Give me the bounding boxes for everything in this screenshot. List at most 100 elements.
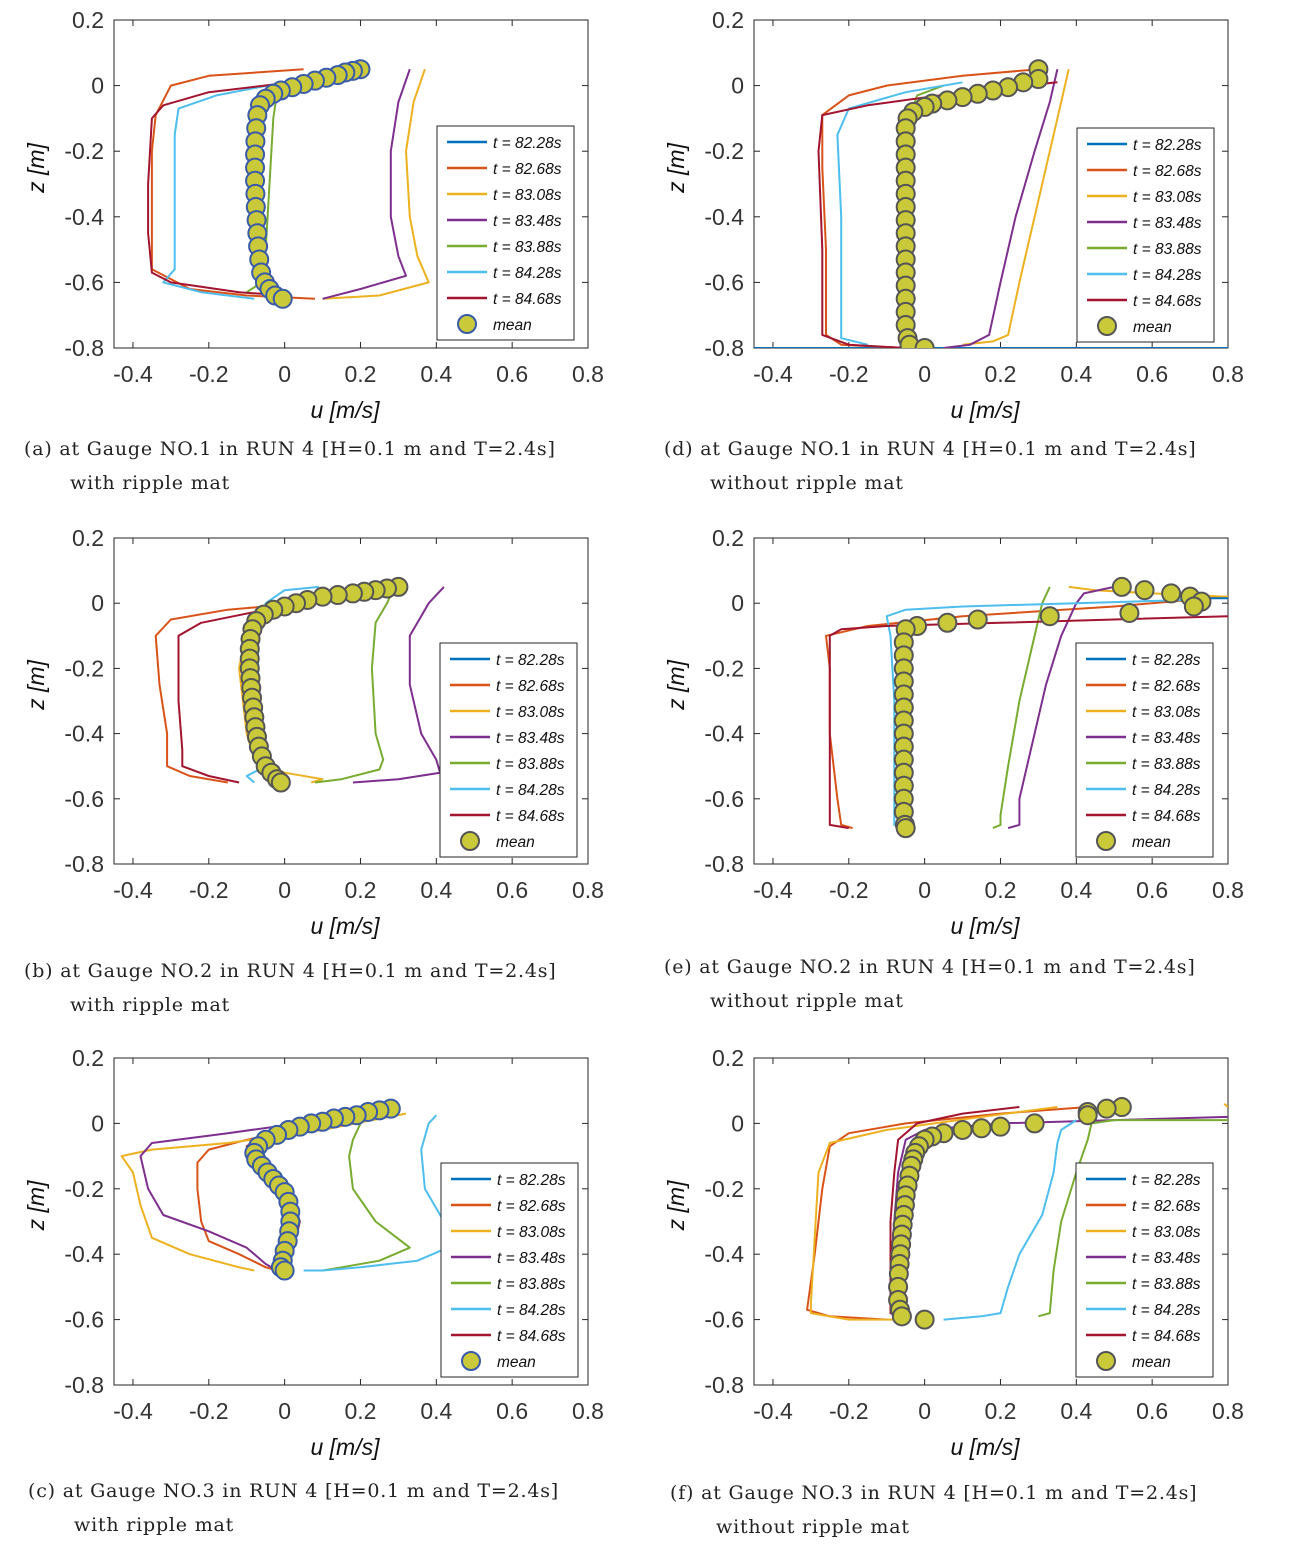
legend-label-b-5: t = 84.28s [496, 782, 565, 799]
legend-label-c-4: t = 83.88s [497, 1276, 566, 1293]
series-line-d-t-84-28s-5 [836, 81, 963, 346]
y-tick-label-d-3: -0.4 [704, 204, 744, 230]
mean-point-f-30 [914, 1309, 935, 1330]
x-tick-label-a-1: -0.2 [189, 361, 229, 387]
panel-d: -0.4 -0.2 0 0.2 0.4 0.6 0.8 0.2 0 -0.2 -0.4 -0.6 -0.… [663, 7, 1244, 423]
x-tick-label-f-5: 0.6 [1136, 1398, 1168, 1424]
y-axis-label-b: z [m] [23, 659, 49, 710]
x-tick-label-d-1: -0.2 [829, 361, 869, 387]
legend-label-e-5: t = 84.28s [1132, 782, 1201, 799]
y-tick-label-d-2: -0.2 [704, 138, 744, 164]
legend-e: t = 82.28s t = 82.68s t = 83.08s t = 83.48s… [1075, 642, 1214, 858]
x-tick-label-f-2: 0 [918, 1398, 931, 1424]
legend-label-f-6: t = 84.68s [1132, 1328, 1201, 1345]
mean-point-e-5 [1183, 596, 1204, 617]
legend-label-c-2: t = 83.08s [497, 1224, 566, 1241]
y-tick-label-c-1: 0 [91, 1110, 104, 1136]
legend-label-f-0: t = 82.28s [1132, 1172, 1201, 1189]
caption-f-line1: (f) at Gauge NO.3 in RUN 4 [H=0.1 m and … [670, 1482, 1198, 1504]
series-line-a-t-82-68s-0 [150, 68, 316, 300]
legend-marker-c-mean [461, 1351, 481, 1371]
mean-point-e-2 [1161, 583, 1182, 604]
mean-point-f-6 [971, 1118, 992, 1139]
legend-label-d-3: t = 83.48s [1133, 215, 1202, 232]
x-tick-label-e-4: 0.4 [1060, 877, 1092, 903]
y-tick-label-c-2: -0.2 [64, 1176, 104, 1202]
y-tick-label-a-2: -0.2 [64, 138, 104, 164]
mean-point-e-27 [895, 818, 916, 839]
legend-label-e-4: t = 83.88s [1132, 756, 1201, 773]
x-tick-label-f-0: -0.4 [753, 1398, 793, 1424]
x-axis-label-d: u [m/s] [950, 397, 1020, 423]
legend-box-a [436, 125, 575, 341]
y-tick-label-c-0: 0.2 [72, 1045, 104, 1071]
y-tick-label-e-3: -0.4 [704, 721, 744, 747]
series-line-e-t-83-48s-2 [1007, 585, 1115, 830]
x-tick-label-a-0: -0.4 [113, 361, 153, 387]
series-line-e-t-83-88s-3 [992, 586, 1051, 830]
legend-label-b-7: mean [496, 834, 535, 851]
y-tick-label-d-0: 0.2 [712, 7, 744, 33]
legend-marker-d-mean [1097, 316, 1117, 336]
legend-marker-e-mean [1096, 831, 1116, 851]
mean-point-e-8 [967, 609, 988, 630]
series-line-f-t-83-08s-1 [809, 1106, 1058, 1321]
series-line-b-t-83-48s-2 [352, 586, 445, 784]
series-line-f-t-84-28s-4 [943, 1119, 1077, 1321]
caption-c: (c) at Gauge NO.3 in RUN 4 [H=0.1 m and … [28, 1474, 559, 1542]
y-tick-label-a-4: -0.6 [64, 269, 104, 295]
legend-marker-f-mean [1096, 1351, 1116, 1371]
x-tick-label-d-3: 0.2 [984, 361, 1016, 387]
series-line-a-t-84-68s-5 [147, 81, 293, 297]
caption-b-line1: (b) at Gauge NO.2 in RUN 4 [H=0.1 m and … [24, 960, 557, 982]
legend-b: t = 82.28s t = 82.68s t = 83.08s t = 83.48s… [439, 642, 578, 858]
series-line-b-t-82-68s-0 [154, 602, 304, 784]
legend-label-b-0: t = 82.28s [496, 652, 565, 669]
x-tick-label-f-6: 0.8 [1212, 1398, 1244, 1424]
legend-marker-a-mean [457, 314, 477, 334]
plot-area-b [154, 576, 445, 793]
y-tick-label-a-0: 0.2 [72, 7, 104, 33]
x-tick-label-a-5: 0.6 [496, 361, 528, 387]
legend-label-c-0: t = 82.28s [497, 1172, 566, 1189]
x-tick-label-f-4: 0.4 [1060, 1398, 1092, 1424]
x-tick-label-c-3: 0.2 [344, 1398, 376, 1424]
panel-e: -0.4 -0.2 0 0.2 0.4 0.6 0.8 0.2 0 -0.2 -0.4 -0.6 -0.… [663, 525, 1244, 939]
legend-label-a-1: t = 82.68s [493, 161, 562, 178]
x-tick-label-d-4: 0.4 [1060, 361, 1092, 387]
x-tick-label-e-0: -0.4 [753, 877, 793, 903]
y-tick-label-a-5: -0.8 [64, 335, 104, 361]
caption-c-line1: (c) at Gauge NO.3 in RUN 4 [H=0.1 m and … [28, 1480, 559, 1502]
legend-box-d [1076, 127, 1215, 343]
legend-label-f-2: t = 83.08s [1132, 1224, 1201, 1241]
caption-d-line2: without ripple mat [710, 472, 904, 494]
x-tick-label-a-3: 0.2 [344, 361, 376, 387]
legend-label-e-6: t = 84.68s [1132, 808, 1201, 825]
legend-d: t = 82.28s t = 82.68s t = 83.08s t = 83.48s… [1076, 127, 1215, 343]
legend-label-b-2: t = 83.08s [496, 704, 565, 721]
mean-point-e-9 [937, 612, 958, 633]
plot-area-e [825, 576, 1228, 839]
caption-a: (a) at Gauge NO.1 in RUN 4 [H=0.1 m and … [24, 432, 556, 500]
legend-label-a-2: t = 83.08s [493, 187, 562, 204]
panel-a: -0.4 -0.2 0 0.2 0.4 0.6 0.8 0.2 0 -0.2 -0.4 -0.6 -0.… [23, 7, 604, 423]
caption-d-line1: (d) at Gauge NO.1 in RUN 4 [H=0.1 m and … [664, 438, 1197, 460]
legend-f: t = 82.28s t = 82.68s t = 83.08s t = 83.48s… [1075, 1162, 1214, 1378]
x-tick-label-f-3: 0.2 [984, 1398, 1016, 1424]
x-tick-label-c-6: 0.8 [572, 1398, 604, 1424]
y-axis-label-c: z [m] [23, 1180, 49, 1231]
legend-label-e-0: t = 82.28s [1132, 652, 1201, 669]
mean-point-b-30 [270, 772, 291, 793]
legend-label-f-4: t = 83.88s [1132, 1276, 1201, 1293]
y-tick-label-b-3: -0.4 [64, 721, 104, 747]
y-tick-label-f-0: 0.2 [712, 1045, 744, 1071]
mean-point-c-28 [274, 1260, 295, 1281]
x-tick-label-b-3: 0.2 [344, 877, 376, 903]
caption-b: (b) at Gauge NO.2 in RUN 4 [H=0.1 m and … [24, 954, 557, 1022]
legend-label-b-3: t = 83.48s [496, 730, 565, 747]
mean-point-f-1 [1096, 1098, 1117, 1119]
y-tick-label-a-1: 0 [91, 73, 104, 99]
legend-label-c-6: t = 84.68s [497, 1328, 566, 1345]
legend-a: t = 82.28s t = 82.68s t = 83.08s t = 83.48s… [436, 125, 575, 341]
